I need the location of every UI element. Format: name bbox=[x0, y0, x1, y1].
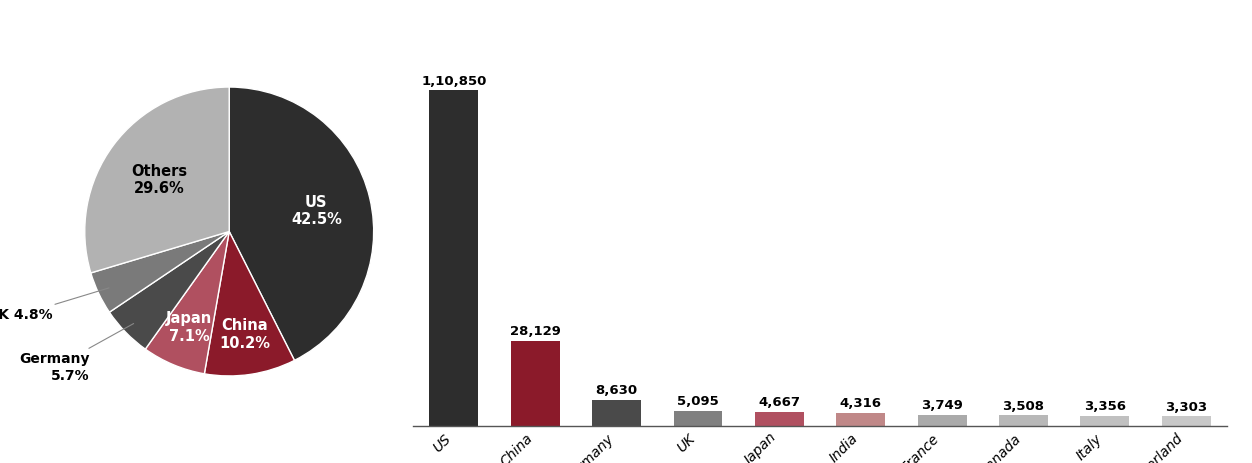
Wedge shape bbox=[85, 87, 229, 273]
Text: 3,356: 3,356 bbox=[1084, 400, 1126, 413]
Wedge shape bbox=[204, 232, 294, 376]
Bar bbox=[918, 414, 967, 426]
Text: 1,10,850: 1,10,850 bbox=[421, 75, 487, 88]
Text: 4,316: 4,316 bbox=[840, 397, 881, 411]
Wedge shape bbox=[229, 87, 373, 360]
Bar bbox=[1162, 416, 1211, 426]
Text: 28,129: 28,129 bbox=[510, 325, 561, 338]
Text: US
42.5%: US 42.5% bbox=[290, 194, 342, 227]
Bar bbox=[511, 341, 560, 426]
Wedge shape bbox=[91, 232, 229, 312]
Bar bbox=[755, 412, 804, 426]
Text: Japan
7.1%: Japan 7.1% bbox=[167, 311, 212, 344]
Text: 3,749: 3,749 bbox=[921, 399, 963, 412]
Bar bbox=[592, 400, 641, 426]
Text: Germany
5.7%: Germany 5.7% bbox=[19, 324, 134, 382]
Wedge shape bbox=[109, 232, 229, 349]
Bar bbox=[836, 413, 885, 426]
Bar bbox=[999, 415, 1048, 426]
Text: 5,095: 5,095 bbox=[677, 395, 719, 408]
Bar bbox=[429, 90, 478, 426]
Text: 3,508: 3,508 bbox=[1003, 400, 1044, 413]
Text: China
10.2%: China 10.2% bbox=[219, 318, 270, 350]
Text: 3,303: 3,303 bbox=[1166, 400, 1207, 413]
Text: 8,630: 8,630 bbox=[596, 384, 637, 397]
Text: Others
29.6%: Others 29.6% bbox=[131, 163, 188, 196]
Text: UK 4.8%: UK 4.8% bbox=[0, 288, 109, 322]
Wedge shape bbox=[145, 232, 229, 374]
Bar bbox=[1080, 416, 1129, 426]
Text: 4,667: 4,667 bbox=[759, 396, 800, 409]
Bar bbox=[674, 411, 722, 426]
